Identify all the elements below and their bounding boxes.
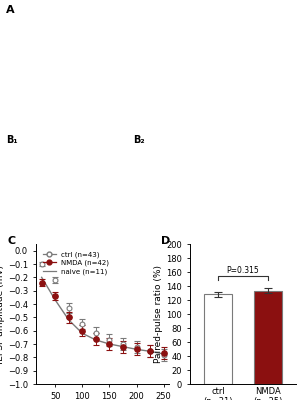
Y-axis label: Paired-pulse ratio (%): Paired-pulse ratio (%) (154, 265, 163, 363)
Bar (204, 294, 232, 384)
Text: D: D (161, 236, 170, 246)
Legend: ctrl (n=43), NMDA (n=42), naive (n=11): ctrl (n=43), NMDA (n=42), naive (n=11) (42, 250, 110, 276)
Text: P=0.315: P=0.315 (227, 266, 259, 275)
Y-axis label: fEPSP amplitude (mV): fEPSP amplitude (mV) (0, 264, 5, 364)
Text: B₂: B₂ (133, 134, 144, 144)
Text: B₁: B₁ (6, 134, 18, 144)
Text: C: C (7, 236, 15, 246)
Text: A: A (6, 5, 15, 15)
Bar (254, 290, 282, 384)
